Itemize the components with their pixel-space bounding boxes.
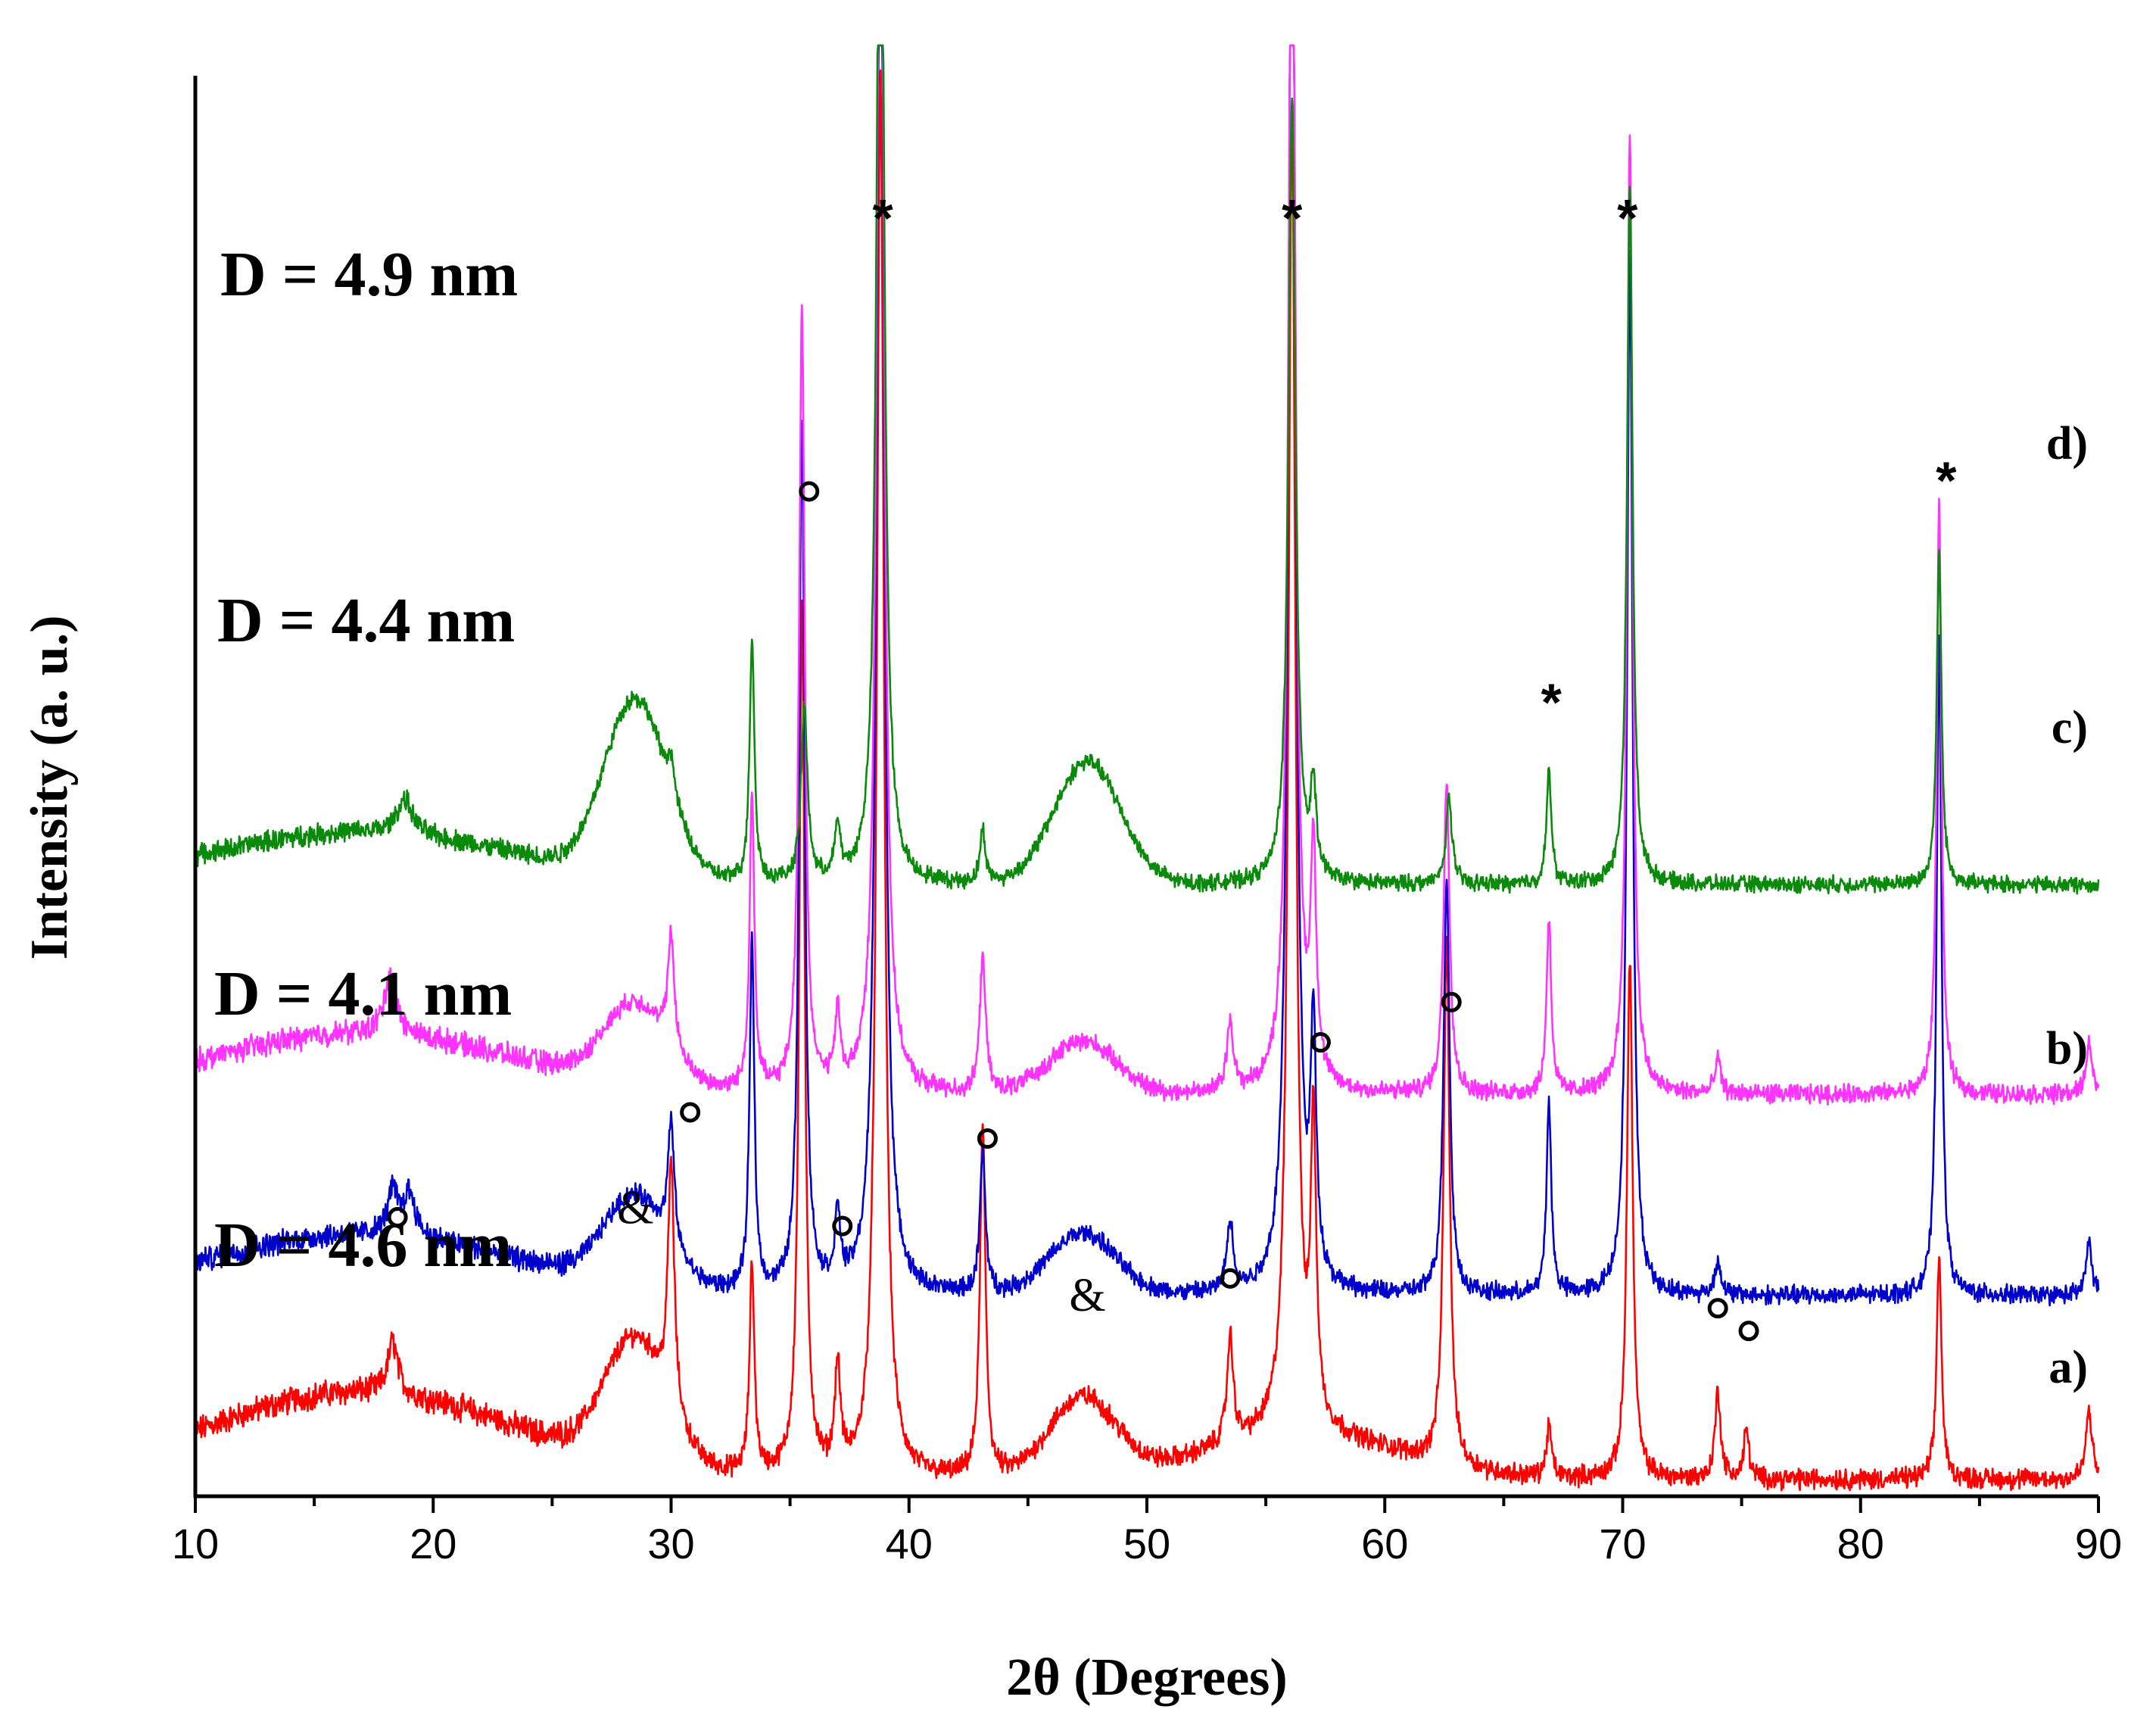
curve-labels: a) b) c) d): [2046, 418, 2088, 1393]
curve-label-a: a): [2049, 1342, 2088, 1393]
curve-label-b: b): [2046, 1023, 2088, 1074]
phase-marker-circle: [1220, 1268, 1241, 1289]
x-tick-label: 30: [647, 1520, 694, 1567]
series-trace-d: [194, 44, 2100, 895]
peak-markers: * * * * * & &: [387, 189, 1957, 1342]
x-tick-label: 20: [410, 1520, 456, 1567]
phase-marker-star: *: [1541, 673, 1562, 732]
phase-marker-star: *: [1282, 189, 1303, 248]
phase-marker-circle: [799, 481, 820, 502]
phase-marker-circle: [1441, 991, 1462, 1012]
y-axis-title: Intensity (a. u.): [20, 615, 79, 959]
x-axis-ticks: [194, 1496, 2100, 1513]
phase-marker-star: *: [873, 189, 894, 248]
phase-marker-ampersand: &: [1069, 1270, 1105, 1321]
phase-marker-star: *: [1617, 189, 1638, 248]
x-tick-label: 40: [886, 1520, 933, 1567]
x-tick-label: 90: [2075, 1520, 2122, 1567]
phase-marker-star: *: [1936, 451, 1957, 510]
phase-marker-circle: [387, 1207, 408, 1228]
series-trace-b: [194, 44, 2100, 1307]
x-tick-label: 60: [1361, 1520, 1408, 1567]
phase-marker-circle: [680, 1102, 701, 1123]
x-tick-label: 50: [1123, 1520, 1170, 1567]
x-axis-title: 2θ (Degrees): [1006, 1648, 1287, 1707]
x-tick-label: 10: [172, 1520, 219, 1567]
phase-marker-ampersand: &: [617, 1183, 653, 1234]
x-axis-tick-labels: 10 20 30 40 50 60 70 80 90: [172, 1520, 2122, 1567]
phase-marker-circle: [1707, 1298, 1728, 1319]
crystallite-size-labels: D = 4.6 nm D = 4.1 nm D = 4.4 nm D = 4.9 nm: [214, 239, 518, 1280]
phase-marker-circle: [977, 1128, 998, 1149]
phase-marker-circle: [1310, 1032, 1331, 1053]
size-label-a: D = 4.6 nm: [214, 1210, 512, 1280]
xrd-traces: [194, 44, 2100, 1492]
phase-marker-circle: [832, 1215, 853, 1237]
size-label-d: D = 4.9 nm: [220, 239, 518, 310]
phase-marker-circle: [1738, 1321, 1759, 1342]
size-label-c: D = 4.4 nm: [217, 585, 515, 656]
size-label-b: D = 4.1 nm: [214, 959, 512, 1029]
x-tick-label: 70: [1599, 1520, 1646, 1567]
series-trace-c: [194, 44, 2100, 1106]
series-trace-a: [194, 69, 2100, 1492]
curve-label-c: c): [2052, 702, 2088, 753]
x-tick-label: 80: [1837, 1520, 1884, 1567]
curve-label-d: d): [2046, 418, 2088, 469]
